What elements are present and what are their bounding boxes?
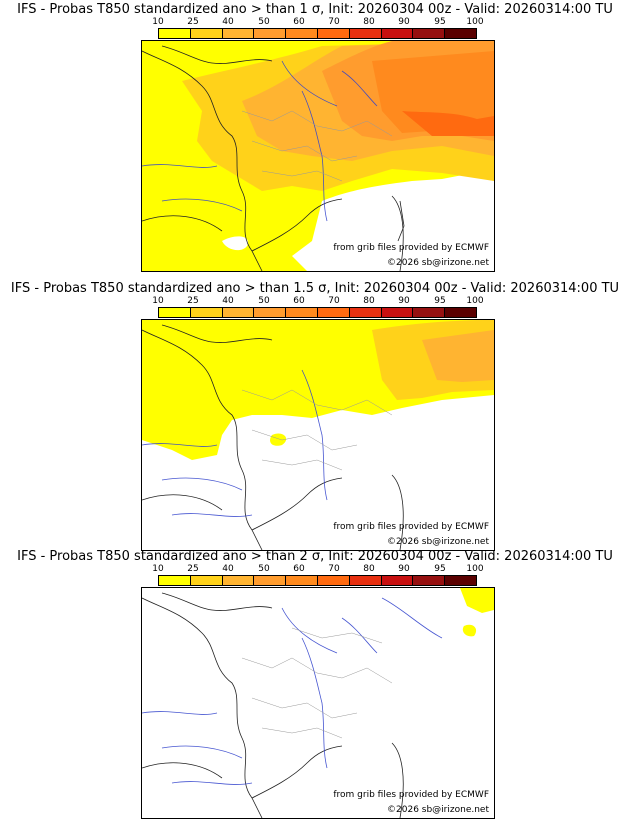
- map-area: from grib files provided by ECMWF ©2026 …: [141, 587, 495, 819]
- copyright-text: ©2026 sb@irizone.net: [387, 537, 489, 547]
- colorbar-swatch: [445, 308, 476, 317]
- colorbar-swatch: [286, 308, 318, 317]
- colorbar-swatch: [349, 576, 382, 585]
- colorbar-swatch: [222, 308, 255, 317]
- panel-title: IFS - Probas T850 standardized ano > tha…: [10, 281, 620, 296]
- colorbar-swatch: [159, 29, 191, 38]
- colorbar: [158, 28, 477, 39]
- prob-field-60: [372, 51, 494, 133]
- colorbar-swatch: [381, 29, 414, 38]
- colorbar-swatch: [254, 576, 287, 585]
- colorbar-swatch: [445, 576, 476, 585]
- colorbar-swatch: [190, 29, 223, 38]
- colorbar: [158, 575, 477, 586]
- colorbar-swatch: [254, 29, 287, 38]
- credit-text: from grib files provided by ECMWF: [333, 522, 489, 532]
- low-prob-area: [292, 169, 494, 271]
- colorbar-swatch: [381, 576, 414, 585]
- colorbar-swatch: [159, 576, 191, 585]
- colorbar-labels: 10 25 40 50 60 70 80 90 95 100: [152, 296, 484, 306]
- colorbar-swatch: [286, 576, 318, 585]
- colorbar-swatch: [413, 308, 446, 317]
- colorbar-swatch: [159, 308, 191, 317]
- copyright-text: ©2026 sb@irizone.net: [387, 805, 489, 815]
- colorbar-swatch: [445, 29, 476, 38]
- colorbar-swatch: [317, 29, 350, 38]
- colorbar: [158, 307, 477, 318]
- colorbar-swatch: [381, 308, 414, 317]
- map-area: from grib files provided by ECMWF ©2026 …: [141, 40, 495, 272]
- panel-title: IFS - Probas T850 standardized ano > tha…: [17, 2, 613, 17]
- credit-text: from grib files provided by ECMWF: [333, 243, 489, 253]
- colorbar-swatch: [349, 29, 382, 38]
- colorbar-swatch: [286, 29, 318, 38]
- credit-text: from grib files provided by ECMWF: [333, 790, 489, 800]
- colorbar-swatch: [317, 576, 350, 585]
- map-panel-3: IFS - Probas T850 standardized ano > tha…: [0, 549, 630, 821]
- colorbar-swatch: [254, 308, 287, 317]
- map-panel-1: IFS - Probas T850 standardized ano > tha…: [0, 2, 630, 274]
- colorbar-swatch: [222, 29, 255, 38]
- map-area: from grib files provided by ECMWF ©2026 …: [141, 319, 495, 551]
- colorbar-swatch: [413, 576, 446, 585]
- colorbar-labels: 10 25 40 50 60 70 80 90 95 100: [152, 564, 484, 574]
- colorbar-swatch: [190, 576, 223, 585]
- prob-field-70: [402, 111, 494, 136]
- prob-field-40: [422, 330, 494, 382]
- prob-field-10: [460, 588, 494, 613]
- colorbar-swatch: [222, 576, 255, 585]
- colorbar-swatch: [190, 308, 223, 317]
- colorbar-labels: 10 25 40 50 60 70 80 90 95 100: [152, 17, 484, 27]
- map-panel-2: IFS - Probas T850 standardized ano > tha…: [0, 281, 630, 553]
- copyright-text: ©2026 sb@irizone.net: [387, 258, 489, 268]
- colorbar-swatch: [349, 308, 382, 317]
- colorbar-swatch: [317, 308, 350, 317]
- panel-title: IFS - Probas T850 standardized ano > tha…: [17, 549, 613, 564]
- colorbar-swatch: [413, 29, 446, 38]
